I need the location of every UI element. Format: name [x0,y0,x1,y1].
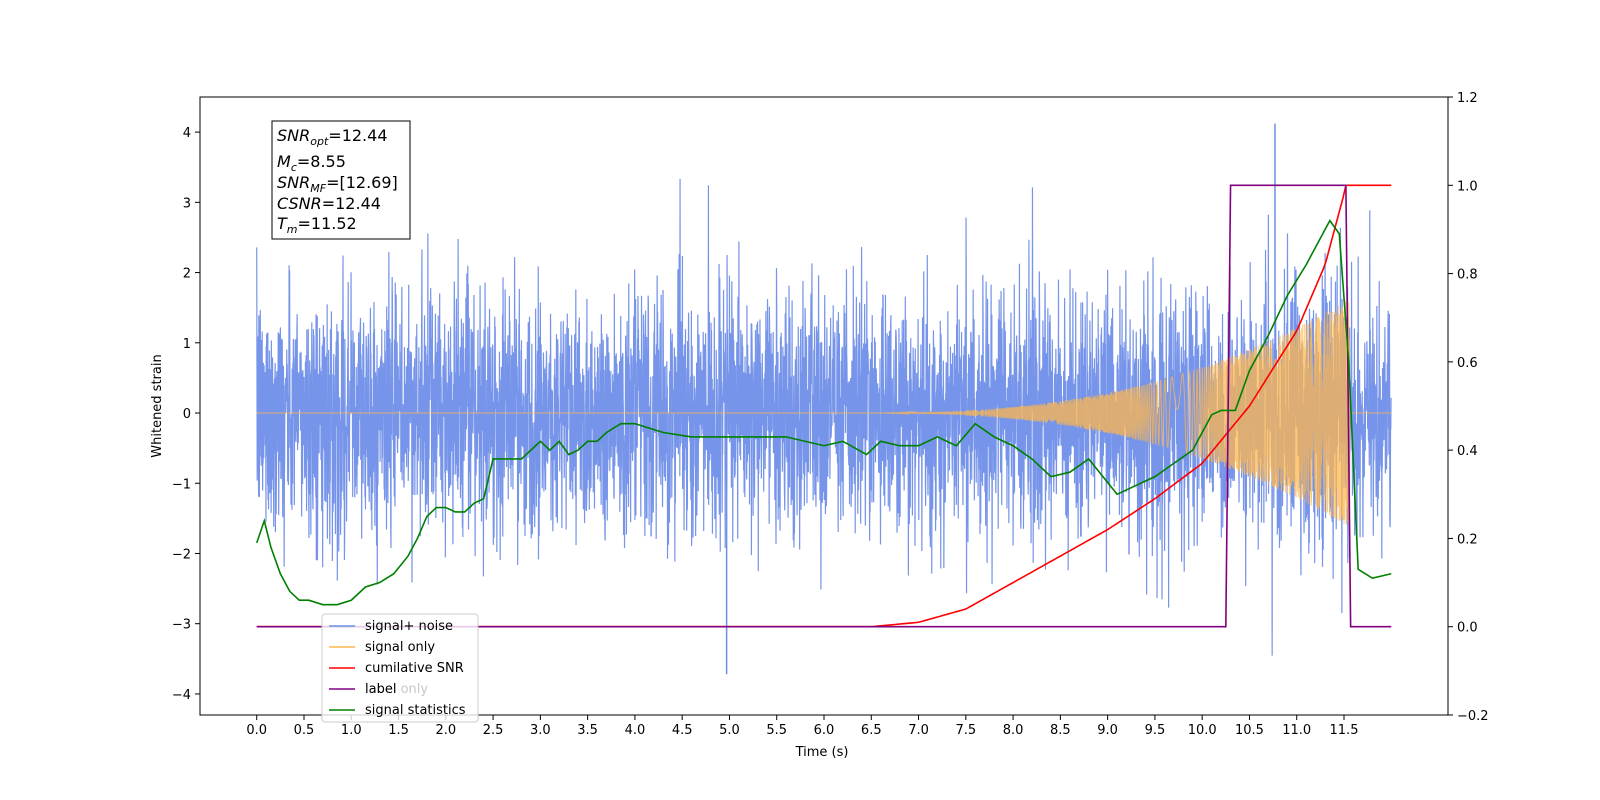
y-tick-label: −3 [172,618,191,633]
y-axis-left: −4 −3 −2 −1 0 1 2 3 4 [172,126,200,703]
x-axis: 0.0 0.5 1.0 1.5 2.0 2.5 3.0 3.5 4.0 4.5 5.0 5.5 6.0 6… [246,715,1358,738]
y2-tick-label: 0.8 [1457,268,1478,283]
legend-entry-signal-only: signal only [329,640,435,655]
annotation-snr-mf-sub: MF [310,182,326,195]
legend-label-signal-statistics: signal statistics [365,703,466,718]
x-tick-label: 3.5 [577,723,598,738]
legend-label-label: label [365,682,396,697]
annotation-snr-opt-label: SNR [277,126,310,145]
annotation-tm-label: T [277,214,288,233]
series-label [256,184,1392,628]
x-tick-label: 6.0 [814,723,835,738]
annotation-tm-value: =11.52 [298,214,357,233]
x-tick-label: 0.5 [294,723,315,738]
annotation-mc-sub: c [291,161,297,174]
x-tick-label: 4.0 [625,723,646,738]
annotation-csnr-value: =12.44 [322,194,381,213]
svg-text:Mc=8.55: Mc=8.55 [277,152,346,174]
svg-text:SNRopt=12.44: SNRopt=12.44 [277,126,388,148]
y2-tick-label: 0.2 [1457,532,1478,547]
y-tick-label: −4 [172,688,191,703]
y-tick-label: 0 [183,407,191,422]
x-tick-label: 5.5 [766,723,787,738]
x-axis-label: Time (s) [795,745,849,760]
series-signal-only [256,300,1392,526]
y-tick-label: −1 [172,477,191,492]
x-tick-label: 3.0 [530,723,551,738]
legend-entry-cumulative-snr: cumilative SNR [329,661,464,676]
annotation-snr-mf-label: SNR [277,173,310,192]
legend-entry-signal-statistics: signal statistics [329,703,466,718]
legend-label-cumulative-snr: cumilative SNR [365,661,464,676]
legend-label-signal-noise: signal+ noise [365,619,453,634]
y2-tick-label: 1.0 [1457,179,1478,194]
svg-text:SNRMF=[12.69]: SNRMF=[12.69] [277,173,398,195]
y2-tick-label: 1.2 [1457,91,1478,106]
y-tick-label: 1 [183,337,191,352]
x-tick-label: 1.0 [341,723,362,738]
plot-area [255,123,1392,675]
y-tick-label: 2 [183,267,191,282]
legend-label-signal-only: signal only [365,640,435,655]
x-tick-label: 6.5 [861,723,882,738]
y-axis-right: −0.2 0.0 0.2 0.4 0.6 0.8 1.0 1.2 [1448,91,1489,724]
series-signal-statistics [255,219,1392,606]
annotation-snr-mf-value: =[12.69] [326,173,398,192]
x-tick-label: 8.0 [1003,723,1024,738]
y2-tick-label: 0.6 [1457,356,1478,371]
annotation-mc-value: =8.55 [297,152,346,171]
y2-tick-label: 0.0 [1457,621,1478,636]
y-tick-label: 4 [183,126,191,141]
x-tick-label: 7.0 [908,723,929,738]
x-tick-label: 2.0 [435,723,456,738]
x-tick-label: 11.5 [1330,723,1359,738]
legend-entry-label: label only label [329,682,428,697]
x-tick-label: 10.0 [1188,723,1217,738]
svg-text:CSNR=12.44: CSNR=12.44 [277,194,381,213]
annotation-snr-opt-sub: opt [310,135,329,148]
x-tick-label: 1.5 [388,723,409,738]
annotation-snr-opt-value: =12.44 [328,126,387,145]
y-tick-label: 3 [183,196,191,211]
x-tick-label: 0.0 [246,723,267,738]
legend-entry-signal-noise: signal+ noise [329,619,453,634]
y2-tick-label: −0.2 [1457,709,1489,724]
y-tick-label: −2 [172,547,191,562]
svg-text:Tm=11.52: Tm=11.52 [277,214,357,236]
legend: signal+ noise signal only cumilative SNR… [321,613,479,723]
x-tick-label: 4.5 [672,723,693,738]
x-tick-label: 10.5 [1235,723,1264,738]
x-tick-label: 9.5 [1145,723,1166,738]
y2-tick-label: 0.4 [1457,444,1478,459]
x-tick-label: 2.5 [483,723,504,738]
x-tick-label: 8.5 [1050,723,1071,738]
annotation-box: SNRopt=12.44 Mc=8.55 SNRMF=[12.69] CSNR=… [271,120,411,240]
annotation-tm-sub: m [287,223,298,236]
x-tick-label: 7.5 [955,723,976,738]
x-tick-label: 9.0 [1097,723,1118,738]
annotation-mc-label: M [277,152,291,171]
legend-label-label-only: label only [365,682,428,697]
y-axis-label: Whitened strain [150,354,165,457]
x-tick-label: 5.0 [719,723,740,738]
x-tick-label: 11.0 [1282,723,1311,738]
annotation-csnr-label: CSNR [277,194,322,213]
